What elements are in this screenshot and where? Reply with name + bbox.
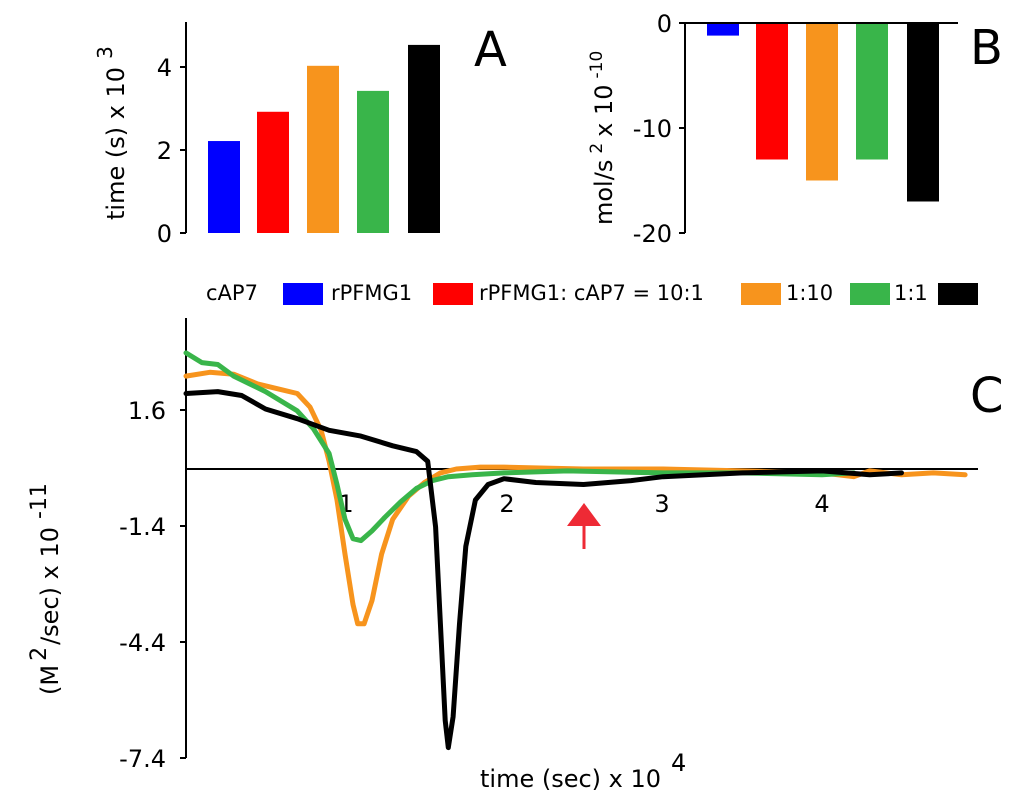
panel-c-trace-r10to1 xyxy=(183,369,968,627)
panel-a: 0 2 4 time (s) x 10 3 A xyxy=(93,22,507,248)
panel-c-y-tick-label-minus7-4: -7.4 xyxy=(119,745,166,773)
legend-swatch-cap7 xyxy=(283,283,323,305)
panel-a-bar-1 xyxy=(208,141,240,233)
panel-b-y-axis-label-text: mol/s xyxy=(590,160,618,225)
panel-b-label: B xyxy=(970,20,1003,76)
panel-a-bar-2 xyxy=(257,111,289,233)
legend-label-ratio-1-10: 1:10 xyxy=(786,281,833,305)
panel-a-y-tick-label-0: 0 xyxy=(157,220,172,248)
panel-a-y-axis-label-text: time (s) x 10 xyxy=(102,67,130,220)
panel-c-arrow xyxy=(567,503,601,549)
panel-c: 1.6 -1.4 -4.4 -7.4 1 2 3 4 (M2/sec) x 10… xyxy=(27,318,1004,793)
legend-label-ratio-10-1: rPFMG1: cAP7 = 10:1 xyxy=(479,281,704,305)
legend-swatch-ratio-10-1 xyxy=(741,283,781,305)
panel-c-x-tick-label-4: 4 xyxy=(814,490,829,518)
legend-swatch-ratio-1-1 xyxy=(938,283,978,305)
panel-a-y-tick-label-4: 4 xyxy=(157,54,172,82)
panel-a-label: A xyxy=(474,22,507,78)
panel-b-bar-3 xyxy=(806,23,838,181)
panel-b-y-axis-label-exponent-1: 2 xyxy=(587,143,607,154)
legend-label-ratio-1-1: 1:1 xyxy=(894,281,928,305)
panel-b-bar-2 xyxy=(756,23,788,160)
panel-c-y-axis-label-exponent-2: -11 xyxy=(27,483,52,519)
panel-b-bars xyxy=(707,23,939,202)
panel-a-y-tick-label-2: 2 xyxy=(157,137,172,165)
legend: cAP7 rPFMG1 rPFMG1: cAP7 = 10:1 1:10 1:1 xyxy=(206,281,978,305)
panel-c-x-tick-label-2: 2 xyxy=(499,490,514,518)
panel-c-x-tick-label-3: 3 xyxy=(654,490,669,518)
panel-b-y-axis-label-exponent-2: -10 xyxy=(587,51,607,79)
panel-a-bars xyxy=(208,44,440,234)
panel-a-bar-4 xyxy=(357,90,389,233)
arrow-head xyxy=(567,503,601,526)
panel-c-y-axis-label-exponent-1: 2 xyxy=(27,647,52,661)
panel-c-y-tick-label-minus1-4: -1.4 xyxy=(119,513,166,541)
panel-c-x-axis-label-exponent: 4 xyxy=(671,749,686,777)
panel-c-y-axis-label-mid: /sec) x 10 xyxy=(36,527,64,645)
panel-b-y-axis-label-mid: x 10 xyxy=(590,84,618,136)
panel-c-y-axis-label: (M 2/sec) x 10 -11 xyxy=(27,483,64,695)
panel-c-x-axis-label: time (sec) x 10 4 xyxy=(480,749,686,793)
panel-c-y-tick-label-1-6: 1.6 xyxy=(128,397,166,425)
legend-label-rpfmg1: rPFMG1 xyxy=(331,281,412,305)
panel-b-y-tick-label-0: 0 xyxy=(657,10,672,38)
panel-c-trace-r1to1 xyxy=(183,389,904,751)
panel-b-bar-4 xyxy=(856,23,888,160)
panel-a-y-axis-label: time (s) x 10 3 xyxy=(93,46,130,220)
panel-b: 0 -10 -20 mol/s 2 x 10 -10 B xyxy=(587,10,1003,248)
legend-swatch-rpfmg1 xyxy=(433,283,473,305)
legend-swatch-ratio-1-10 xyxy=(850,283,890,305)
panel-c-y-axis-label-text: (M xyxy=(36,665,64,695)
panel-a-y-axis-label-exponent: 3 xyxy=(93,46,117,59)
panel-b-y-tick-label-minus20: -20 xyxy=(633,220,672,248)
panel-b-y-tick-label-minus10: -10 xyxy=(633,115,672,143)
panel-c-y-tick-label-minus4-4: -4.4 xyxy=(119,629,166,657)
panel-b-bar-1 xyxy=(707,23,739,36)
panel-c-x-axis-label-text: time (sec) x 10 xyxy=(480,765,661,793)
panel-b-bar-5 xyxy=(907,23,939,202)
panel-c-label: C xyxy=(970,368,1004,424)
panel-a-bar-3 xyxy=(307,65,339,233)
panel-a-bar-5 xyxy=(408,44,440,234)
panel-c-traces xyxy=(183,350,968,751)
panel-c-trace-r1to10 xyxy=(183,350,857,544)
legend-label-cap7: cAP7 xyxy=(206,281,258,305)
panel-b-y-axis-label: mol/s 2 x 10 -10 xyxy=(587,51,618,225)
